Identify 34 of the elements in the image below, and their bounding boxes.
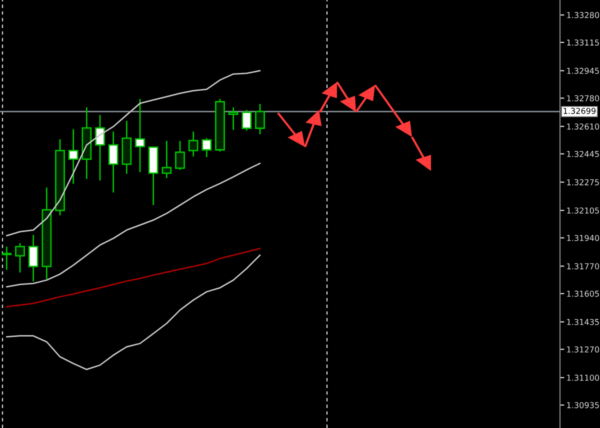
line-series	[6, 162, 261, 288]
candlestick	[202, 138, 212, 158]
y-tick-label: 1.32945	[567, 68, 599, 74]
y-tick-label: 1.33280	[567, 12, 600, 18]
candlestick	[255, 103, 265, 135]
y-tick-label: 1.31770	[567, 263, 600, 270]
y-tick-label: 1.31605	[567, 290, 599, 297]
candlestick	[2, 246, 12, 271]
y-tick-label: 1.31940	[567, 234, 600, 242]
y-tick-label: 1.31100	[567, 374, 600, 381]
candlestick	[68, 128, 78, 185]
line-series	[6, 248, 261, 308]
candlestick	[95, 114, 105, 182]
y-tick-label: 1.33115	[567, 40, 599, 46]
candlestick	[242, 109, 252, 132]
ref-line-label: 1.32699	[564, 108, 596, 114]
y-tick-label: 1.32780	[567, 95, 600, 102]
candlestick	[162, 140, 172, 179]
y-tick-label: 1.32275	[567, 179, 599, 186]
candlestick	[175, 140, 185, 171]
candlestick	[188, 130, 198, 158]
line-series	[6, 70, 261, 236]
candlestick	[28, 234, 38, 282]
candlestick	[228, 106, 238, 131]
line-series	[6, 254, 261, 370]
y-tick-label: 1.30935	[567, 402, 599, 408]
candlestick	[135, 98, 145, 173]
candlestick	[15, 242, 25, 274]
y-tick-label: 1.31435	[567, 318, 599, 326]
candlestick	[108, 130, 118, 194]
y-tick-label: 1.32610	[567, 124, 600, 130]
y-tick-label: 1.31270	[567, 346, 600, 352]
y-tick-label: 1.32445	[567, 150, 599, 158]
y-tick-label: 1.32105	[567, 208, 599, 214]
